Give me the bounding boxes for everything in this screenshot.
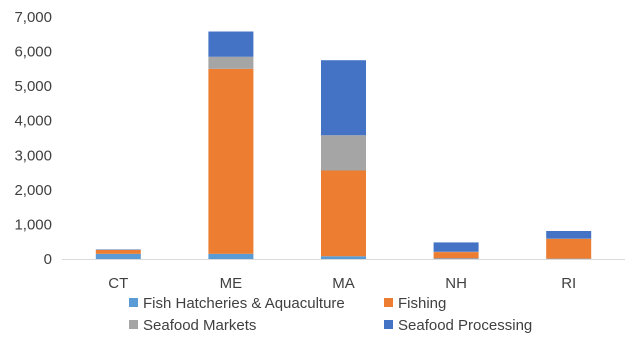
bar-segment <box>546 238 592 259</box>
x-tick-label: NH <box>445 275 467 292</box>
legend-swatch <box>129 320 138 329</box>
bar-segment <box>321 60 366 136</box>
bar-segment <box>546 230 592 239</box>
legend-label: Fishing <box>398 295 446 312</box>
x-tick-label: MA <box>332 275 355 292</box>
legend-swatch <box>384 320 393 329</box>
y-tick-label: 7,000 <box>14 9 52 26</box>
bar-segment <box>433 242 479 252</box>
bar-segment <box>208 68 254 254</box>
legend-swatch <box>384 298 393 307</box>
legend-swatch <box>129 298 138 307</box>
bar-segment <box>321 170 366 257</box>
y-tick-label: 2,000 <box>14 182 52 199</box>
legend: Fish Hatcheries & Aquaculture Fishing Seaf… <box>129 295 532 334</box>
bar-segment <box>433 258 479 259</box>
x-tick-label: CT <box>108 275 128 292</box>
y-tick-label: 1,000 <box>14 216 52 233</box>
legend-label: Seafood Markets <box>143 317 256 334</box>
x-tick-label: ME <box>220 275 243 292</box>
bar-segment <box>208 56 254 69</box>
bar-segment <box>95 253 141 259</box>
legend-label: Seafood Processing <box>398 317 532 334</box>
y-tick-label: 5,000 <box>14 78 52 95</box>
legend-label: Fish Hatcheries & Aquaculture <box>143 295 345 312</box>
y-tick-label: 0 <box>44 251 52 268</box>
bar-segment <box>95 250 141 254</box>
y-tick-label: 3,000 <box>14 147 52 164</box>
x-axis-tick-labels: CT ME MA NH RI <box>108 275 576 292</box>
y-tick-label: 6,000 <box>14 44 52 61</box>
bar-segment <box>433 252 479 259</box>
bar-segment <box>321 256 366 259</box>
y-tick-label: 4,000 <box>14 113 52 130</box>
bar-segment <box>208 31 254 57</box>
bar-segment <box>321 135 366 171</box>
x-tick-label: RI <box>561 275 576 292</box>
bar-segment <box>208 253 254 259</box>
bars-group <box>95 31 592 259</box>
y-axis-tick-labels: 0 1,000 2,000 3,000 4,000 5,000 6,000 7,000 <box>14 9 52 268</box>
